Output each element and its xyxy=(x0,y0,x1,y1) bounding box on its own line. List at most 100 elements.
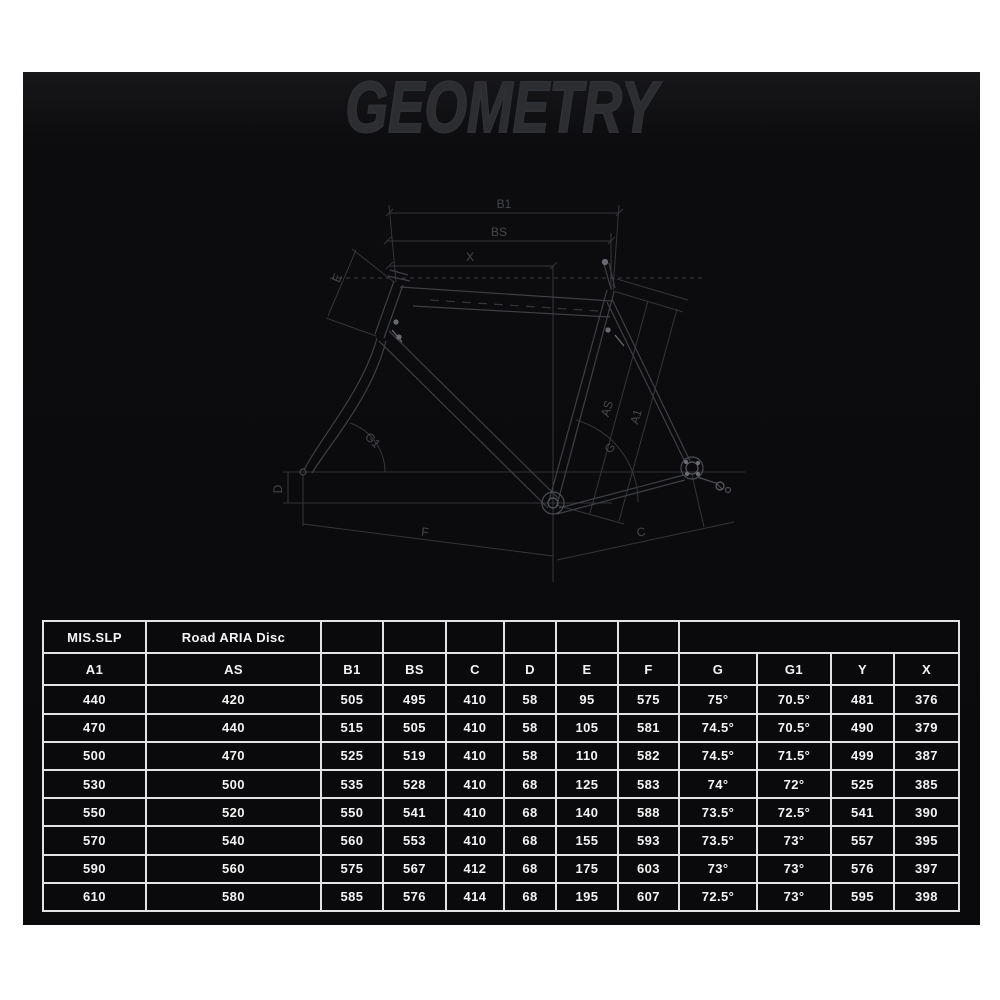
cell: 71.5° xyxy=(756,740,832,772)
cell: 440 xyxy=(42,684,147,715)
cell: 582 xyxy=(617,740,680,772)
cell: 395 xyxy=(893,825,960,856)
cell: 595 xyxy=(830,881,895,913)
cell: 110 xyxy=(555,740,619,772)
cell: 420 xyxy=(145,684,322,715)
dim-label-d: D xyxy=(271,484,285,493)
cell: 125 xyxy=(555,768,619,800)
table-header-row-columns: A1 AS B1 BS C D E F G G1 Y X xyxy=(42,652,960,687)
cell: 560 xyxy=(320,825,384,856)
col-header-a1: A1 xyxy=(42,652,147,687)
col-header-x: X xyxy=(893,652,960,687)
cell: 603 xyxy=(617,853,680,884)
cell: 588 xyxy=(617,797,680,828)
cell: 505 xyxy=(382,712,447,743)
cell: 540 xyxy=(145,825,322,856)
cell: 74° xyxy=(678,768,758,800)
empty-header-cell xyxy=(320,619,384,655)
cell: 412 xyxy=(445,853,505,884)
dim-label-f: F xyxy=(421,525,430,540)
cell: 73.5° xyxy=(678,797,758,828)
cell: 590 xyxy=(42,853,147,884)
cell: 570 xyxy=(42,825,147,856)
empty-header-cell xyxy=(445,619,505,655)
cell: 530 xyxy=(42,768,147,800)
cell: 500 xyxy=(42,740,147,772)
cell: 541 xyxy=(830,797,895,828)
cell: 499 xyxy=(830,740,895,772)
cell: 410 xyxy=(445,712,505,743)
cell: 72.5° xyxy=(678,881,758,913)
cell: 576 xyxy=(830,853,895,884)
col-header-as: AS xyxy=(145,652,322,687)
empty-header-cell xyxy=(678,619,960,655)
dim-label-g1: G1 xyxy=(362,430,383,451)
cell: 73° xyxy=(756,853,832,884)
cell: 515 xyxy=(320,712,384,743)
table-row: 570 540 560 553 410 68 155 593 73.5° 73°… xyxy=(42,825,960,856)
cell: 387 xyxy=(893,740,960,772)
col-header-e: E xyxy=(555,652,619,687)
cell: 481 xyxy=(830,684,895,715)
col-header-y: Y xyxy=(830,652,895,687)
cell: 379 xyxy=(893,712,960,743)
cell: 585 xyxy=(320,881,384,913)
empty-header-cell xyxy=(617,619,680,655)
dim-label-as: AS xyxy=(598,399,616,418)
col-header-d: D xyxy=(503,652,557,687)
dim-label-c: C xyxy=(635,524,647,540)
cell: 410 xyxy=(445,825,505,856)
table-row: 440 420 505 495 410 58 95 575 75° 70.5° … xyxy=(42,684,960,715)
dim-label-bs: BS xyxy=(491,225,507,239)
cell: 58 xyxy=(503,740,557,772)
cell: 541 xyxy=(382,797,447,828)
cell: 58 xyxy=(503,684,557,715)
cell: 195 xyxy=(555,881,619,913)
cell: 74.5° xyxy=(678,712,758,743)
cell: 410 xyxy=(445,797,505,828)
table-row: 610 580 585 576 414 68 195 607 72.5° 73°… xyxy=(42,881,960,913)
cell: 593 xyxy=(617,825,680,856)
frame-drawing xyxy=(299,262,732,515)
cell: 410 xyxy=(445,768,505,800)
empty-header-cell xyxy=(555,619,619,655)
table-row: 550 520 550 541 410 68 140 588 73.5° 72.… xyxy=(42,797,960,828)
cell: 72.5° xyxy=(756,797,832,828)
table-row: 470 440 515 505 410 58 105 581 74.5° 70.… xyxy=(42,712,960,743)
cell: 580 xyxy=(145,881,322,913)
size-system-label: MIS.SLP xyxy=(42,619,147,655)
cell: 490 xyxy=(830,712,895,743)
model-name: Road ARIA Disc xyxy=(145,619,322,655)
table-row: 500 470 525 519 410 58 110 582 74.5° 71.… xyxy=(42,740,960,772)
cell: 495 xyxy=(382,684,447,715)
col-header-g1: G1 xyxy=(756,652,832,687)
cell: 140 xyxy=(555,797,619,828)
cell: 73° xyxy=(756,825,832,856)
cell: 175 xyxy=(555,853,619,884)
cell: 70.5° xyxy=(756,712,832,743)
table-row: 530 500 535 528 410 68 125 583 74° 72° 5… xyxy=(42,768,960,800)
cell: 105 xyxy=(555,712,619,743)
cell: 70.5° xyxy=(756,684,832,715)
cell: 575 xyxy=(617,684,680,715)
dim-label-b1: B1 xyxy=(497,197,512,211)
cell: 581 xyxy=(617,712,680,743)
cell: 410 xyxy=(445,740,505,772)
col-header-bs: BS xyxy=(382,652,447,687)
cell: 520 xyxy=(145,797,322,828)
col-header-c: C xyxy=(445,652,505,687)
cell: 390 xyxy=(893,797,960,828)
cell: 68 xyxy=(503,797,557,828)
cell: 68 xyxy=(503,825,557,856)
cell: 397 xyxy=(893,853,960,884)
geometry-table: MIS.SLP Road ARIA Disc A1 AS B1 BS C D E… xyxy=(42,619,960,913)
dimension-labels: B1 BS X E D F C G G1 AS A1 xyxy=(271,197,647,540)
cell: 68 xyxy=(503,768,557,800)
col-header-b1: B1 xyxy=(320,652,384,687)
cell: 525 xyxy=(320,740,384,772)
cell: 576 xyxy=(382,881,447,913)
dim-label-g: G xyxy=(602,440,619,456)
cell: 75° xyxy=(678,684,758,715)
cell: 550 xyxy=(320,797,384,828)
